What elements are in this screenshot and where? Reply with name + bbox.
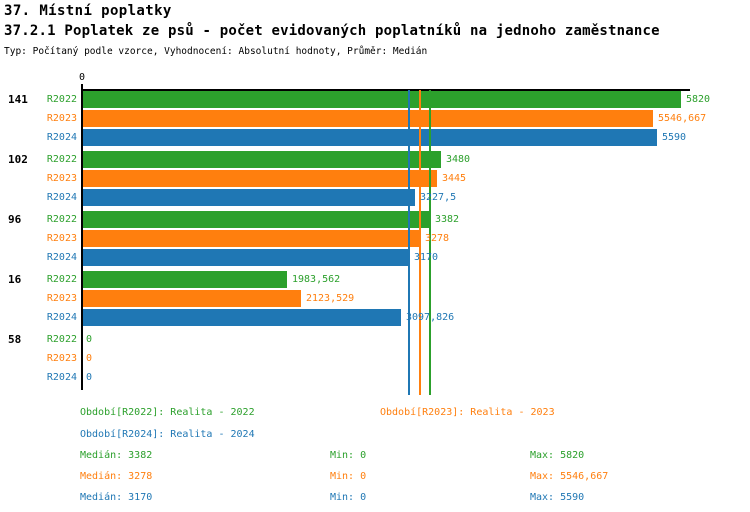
bar-series-label: R2024 <box>46 192 77 203</box>
group-label: 102 <box>8 153 28 166</box>
legend-period-r2024: Období[R2024]: Realita - 2024 <box>80 429 255 440</box>
bar-r2023 <box>83 290 301 307</box>
legend-max-r2024: Max: 5590 <box>530 492 585 503</box>
bar-r2022 <box>83 151 441 168</box>
bar-value-label: 3097,826 <box>406 312 455 323</box>
bar-series-label: R2022 <box>46 94 77 105</box>
bar-value-label: 0 <box>86 372 93 383</box>
y-axis-line <box>81 84 83 390</box>
legend-max-r2023: Max: 5546,667 <box>530 471 609 482</box>
bar-r2023 <box>83 110 653 127</box>
chart-meta: Typ: Počítaný podle vzorce, Vyhodnocení:… <box>4 46 428 57</box>
legend-median-r2023: Medián: 3278 <box>80 471 153 482</box>
bar-value-label: 0 <box>86 334 93 345</box>
bar-series-label: R2022 <box>46 334 77 345</box>
median-line-r2024 <box>408 90 410 395</box>
bar-series-label: R2022 <box>46 154 77 165</box>
bar-series-label: R2023 <box>46 353 77 364</box>
bar-value-label: 3227,5 <box>420 192 457 203</box>
bar-r2023 <box>83 230 420 247</box>
bar-series-label: R2023 <box>46 113 77 124</box>
bar-series-label: R2022 <box>46 274 77 285</box>
legend-max-r2022: Max: 5820 <box>530 450 585 461</box>
bar-series-label: R2023 <box>46 173 77 184</box>
bar-value-label: 3445 <box>442 173 467 184</box>
group-label: 58 <box>8 333 22 346</box>
bar-series-label: R2024 <box>46 252 77 263</box>
bar-value-label: 5590 <box>662 132 687 143</box>
bar-value-label: 1983,562 <box>292 274 341 285</box>
legend-median-r2022: Medián: 3382 <box>80 450 153 461</box>
bar-series-label: R2024 <box>46 132 77 143</box>
bar-r2022 <box>83 211 430 228</box>
median-line-r2022 <box>429 90 431 395</box>
x-axis-tick-label: 0 <box>78 72 86 83</box>
chart-title: 37.2.1 Poplatek ze psů - počet evidovaný… <box>4 23 660 39</box>
bar-value-label: 5546,667 <box>658 113 707 124</box>
page-title: 37. Místní poplatky <box>4 3 172 19</box>
bar-value-label: 5820 <box>686 94 711 105</box>
bar-value-label: 2123,529 <box>306 293 355 304</box>
bar-value-label: 3170 <box>414 252 439 263</box>
bar-r2024 <box>83 189 415 206</box>
median-line-r2023 <box>419 90 421 395</box>
group-label: 96 <box>8 213 22 226</box>
legend-period-r2022: Období[R2022]: Realita - 2022 <box>80 407 255 418</box>
x-axis-line <box>81 89 690 91</box>
bar-r2024 <box>83 309 401 326</box>
group-label: 141 <box>8 93 28 106</box>
bar-series-label: R2023 <box>46 233 77 244</box>
bar-r2022 <box>83 271 287 288</box>
bar-value-label: 3480 <box>446 154 471 165</box>
legend-min-r2022: Min: 0 <box>330 450 367 461</box>
legend-median-r2024: Medián: 3170 <box>80 492 153 503</box>
bar-series-label: R2024 <box>46 312 77 323</box>
bar-r2024 <box>83 249 409 266</box>
bar-r2023 <box>83 170 437 187</box>
bar-series-label: R2023 <box>46 293 77 304</box>
bar-value-label: 0 <box>86 353 93 364</box>
bar-value-label: 3382 <box>435 214 460 225</box>
bar-r2022 <box>83 91 681 108</box>
bar-r2024 <box>83 129 657 146</box>
group-label: 16 <box>8 273 22 286</box>
legend-min-r2023: Min: 0 <box>330 471 367 482</box>
bar-series-label: R2024 <box>46 372 77 383</box>
legend-min-r2024: Min: 0 <box>330 492 367 503</box>
legend-period-r2023: Období[R2023]: Realita - 2023 <box>380 407 555 418</box>
bar-series-label: R2022 <box>46 214 77 225</box>
bar-value-label: 3278 <box>425 233 450 244</box>
